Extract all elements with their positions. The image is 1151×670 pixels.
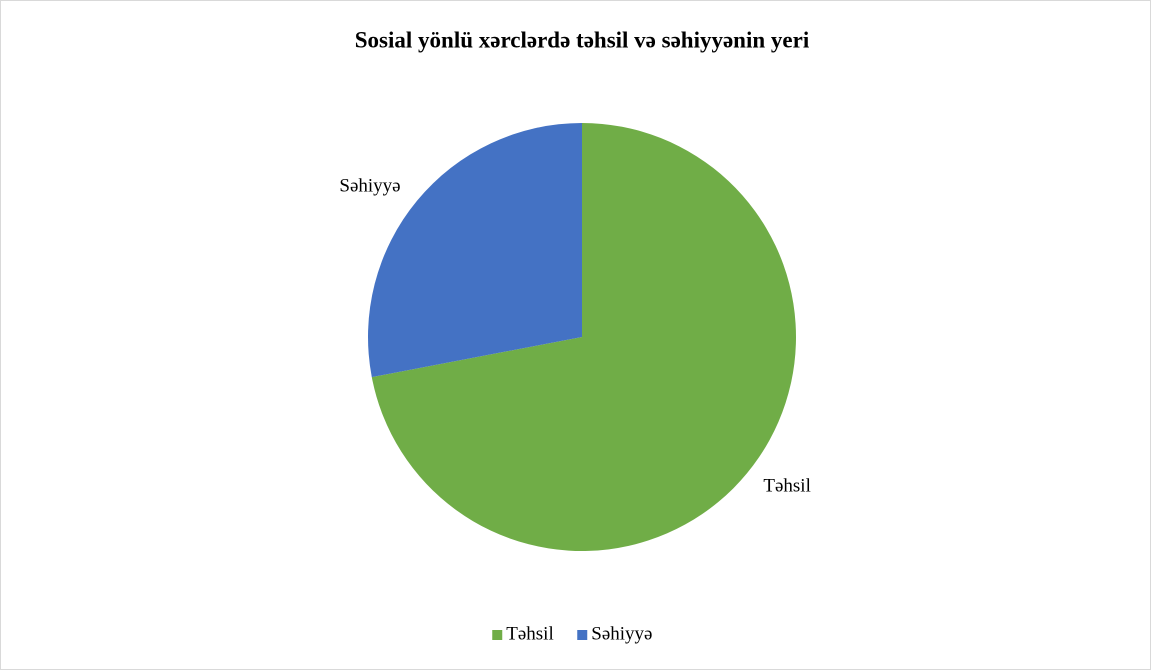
slice-label: Səhiyyə: [339, 175, 400, 196]
pie-slice: [367, 123, 582, 378]
chart-title: Sosial yönlü xərclərdə təhsil və səhiyyə…: [355, 27, 810, 52]
pie-slice: [371, 123, 796, 551]
legend-label: Təhsil: [506, 623, 554, 644]
legend-swatch: [577, 630, 588, 640]
legend-swatch: [492, 630, 503, 640]
slice-label: Təhsil: [763, 475, 811, 496]
legend-label: Səhiyyə: [591, 623, 652, 644]
